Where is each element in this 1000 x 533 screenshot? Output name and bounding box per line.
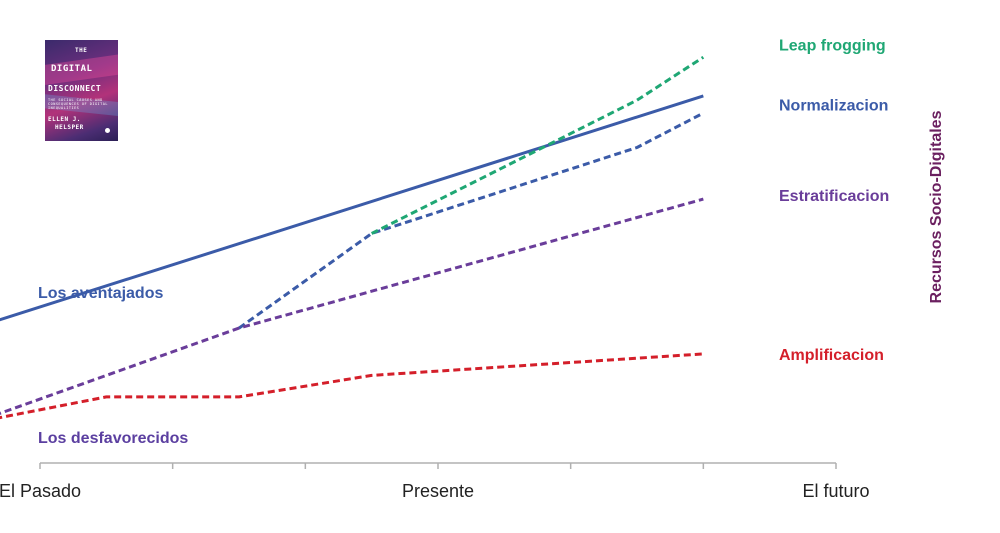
book-title-line: THE bbox=[75, 47, 88, 54]
book-author-first: ELLEN J. bbox=[48, 116, 81, 123]
label-los-aventajados: Los aventajados bbox=[38, 285, 163, 302]
x-axis-tick-labels: El Pasado Presente El futuro bbox=[0, 481, 870, 501]
book-subtitle: THE SOCIAL CAUSES AND CONSEQUENCES OF DI… bbox=[48, 98, 108, 110]
book-cover-image: THE DIGITAL DISCONNECT THE SOCIAL CAUSES… bbox=[45, 40, 118, 141]
book-author-last: HELSPER bbox=[55, 124, 84, 131]
series-label-amplificacion: Amplificacion bbox=[779, 347, 884, 364]
label-los-desfavorecidos: Los desfavorecidos bbox=[38, 430, 188, 447]
x-axis-ticks bbox=[39, 463, 837, 469]
series-end-labels: Leap frogging Normalizacion Estratificacio… bbox=[779, 37, 889, 364]
series-label-estratificacion: Estratificacion bbox=[779, 188, 889, 205]
series-label-normalizacion: Normalizacion bbox=[779, 98, 888, 115]
series-label-leap-frogging: Leap frogging bbox=[779, 37, 886, 54]
series-line-los-aventajados bbox=[0, 94, 704, 322]
publisher-logo-icon bbox=[105, 128, 110, 133]
x-tick-label: El futuro bbox=[802, 481, 869, 501]
book-title-line: DIGITAL bbox=[51, 64, 93, 74]
series-line-leap-frogging bbox=[370, 55, 705, 235]
series-line-amplificacion bbox=[0, 352, 704, 420]
book-title-line: DISCONNECT bbox=[48, 84, 102, 93]
series-line-estratificacion bbox=[0, 197, 704, 415]
y-axis-label: Recursos Socio-Digitales bbox=[928, 110, 945, 303]
x-tick-label: El Pasado bbox=[0, 481, 81, 501]
series-lines bbox=[0, 55, 705, 420]
series-line-normalizacion bbox=[238, 111, 705, 330]
x-tick-label: Presente bbox=[402, 481, 474, 501]
